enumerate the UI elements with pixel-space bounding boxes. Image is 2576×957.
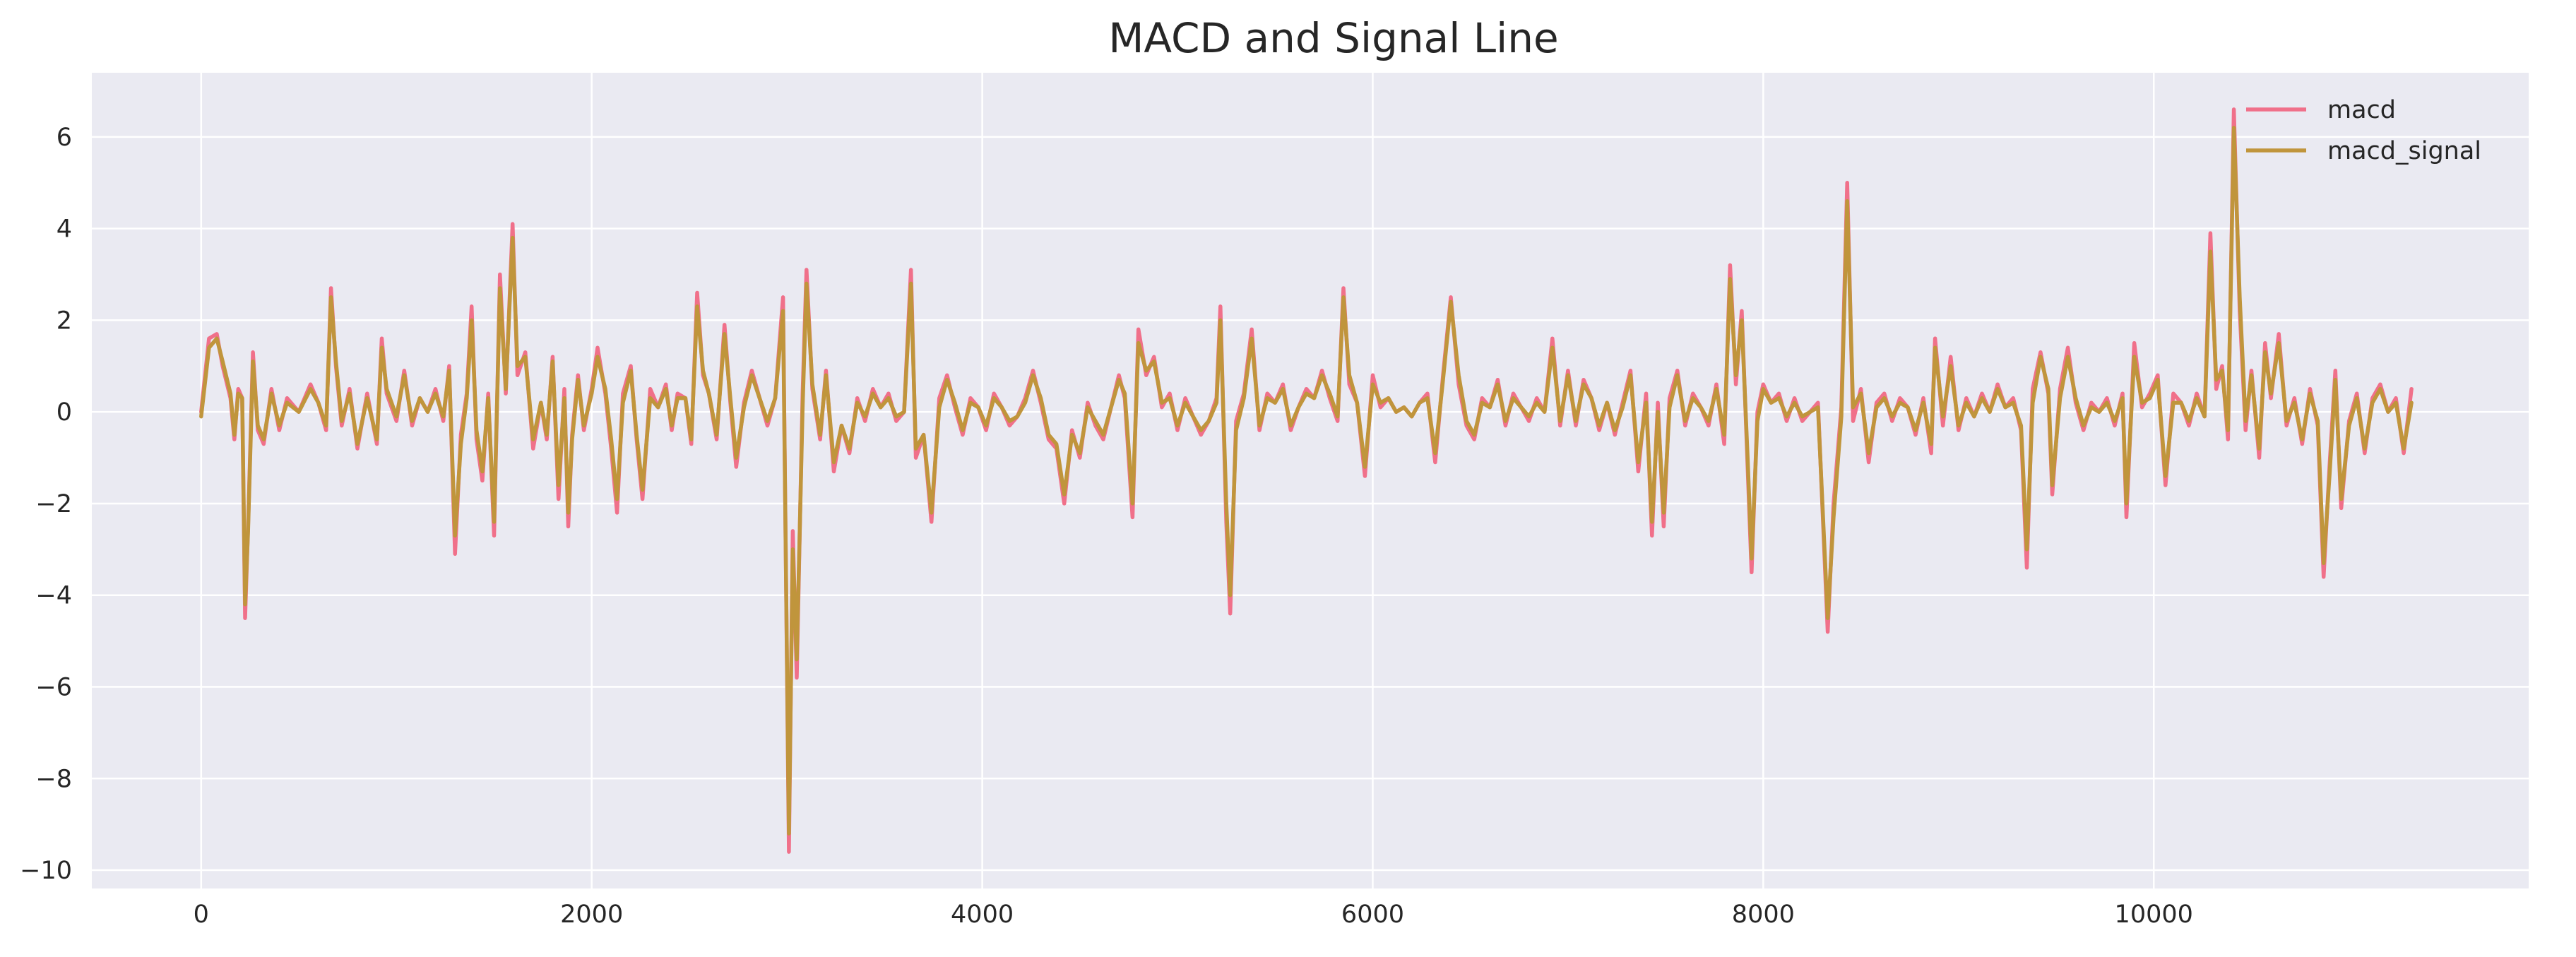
- x-tick-label: 8000: [1732, 900, 1795, 929]
- y-tick-label: 0: [57, 398, 72, 427]
- x-tick-label: 4000: [951, 900, 1014, 929]
- x-tick-label: 6000: [1341, 900, 1404, 929]
- y-tick-label: 4: [57, 215, 72, 244]
- y-tick-label: −8: [35, 765, 72, 793]
- y-axis-ticks: 6 4 2 0 −2 −4 −6 −8 −10: [20, 124, 72, 885]
- legend-label: macd: [2327, 96, 2396, 124]
- legend: macd macd_signal: [2246, 96, 2481, 165]
- y-tick-label: −2: [35, 490, 72, 518]
- plot-area: [92, 73, 2529, 888]
- x-axis-ticks: 0 2000 4000 6000 8000 10000: [194, 900, 2193, 929]
- x-tick-label: 10000: [2115, 900, 2193, 929]
- y-tick-label: 6: [57, 124, 72, 152]
- y-tick-label: 2: [57, 307, 72, 335]
- y-tick-label: −4: [35, 582, 72, 610]
- y-tick-label: −10: [20, 857, 72, 885]
- x-tick-label: 2000: [560, 900, 623, 929]
- x-tick-label: 0: [194, 900, 209, 929]
- legend-label: macd_signal: [2327, 137, 2481, 165]
- series-layer: [199, 107, 2414, 854]
- chart-title: MACD and Signal Line: [1108, 14, 1558, 62]
- y-tick-label: −6: [35, 673, 72, 701]
- series-line-macd-signal: [199, 126, 2414, 836]
